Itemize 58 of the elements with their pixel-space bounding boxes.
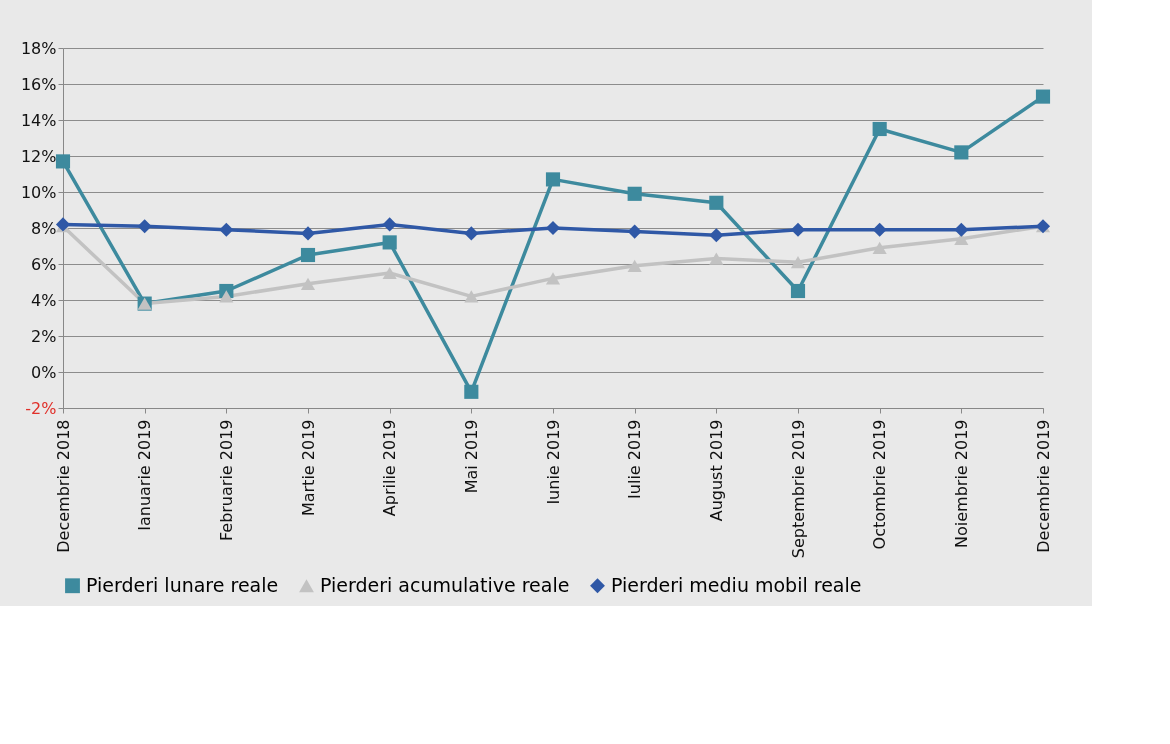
y-tick-label: 6%: [31, 254, 57, 274]
point: [545, 272, 561, 285]
point: [464, 226, 479, 241]
x-tick-label: Iulie 2019: [625, 419, 645, 499]
legend-label: Pierderi mediu mobil reale: [611, 573, 862, 596]
point: [300, 247, 316, 263]
point: [872, 121, 887, 137]
point: [300, 277, 316, 290]
point: [55, 154, 71, 169]
y-tick-label: 0%: [31, 362, 57, 382]
x-tick-label: Martie 2019: [298, 419, 318, 517]
point: [709, 228, 724, 243]
point: [464, 290, 479, 303]
x-tick-label: Ianuarie 2019: [135, 419, 155, 531]
legend-label: Pierderi acumulative reale: [320, 573, 570, 596]
x-tick-label: Februarie 2019: [216, 419, 236, 542]
point: [627, 224, 642, 239]
y-tick-label: 12%: [20, 146, 57, 166]
x-tick-label: Septembrie 2019: [788, 419, 808, 559]
y-tick-label: -2%: [25, 398, 57, 418]
point: [382, 235, 397, 250]
point: [300, 226, 316, 241]
x-tick-label: Octombrie 2019: [870, 419, 890, 550]
y-tick-label: 10%: [20, 182, 57, 202]
y-tick-label: 2%: [31, 326, 57, 346]
point: [464, 384, 479, 399]
y-tick-label: 14%: [20, 110, 57, 130]
y-tick-label: 8%: [31, 218, 57, 238]
point: [790, 256, 806, 269]
point: [545, 220, 561, 236]
point: [545, 172, 561, 187]
y-tick-label: 18%: [20, 38, 57, 58]
point: [872, 222, 887, 237]
point: [137, 219, 152, 234]
point: [382, 217, 397, 232]
legend-label: Pierderi lunare reale: [86, 573, 279, 596]
x-tick-label: Mai 2019: [461, 419, 481, 494]
point: [219, 290, 234, 303]
point: [1035, 89, 1051, 104]
x-tick-label: Decembrie 2018: [53, 419, 73, 553]
point: [872, 241, 887, 254]
x-tick-label: Aprilie 2019: [380, 419, 400, 517]
point: [790, 283, 806, 299]
y-tick-label: 16%: [20, 74, 57, 94]
point: [627, 186, 642, 201]
point: [382, 266, 397, 280]
x-tick-label: Decembrie 2019: [1033, 419, 1053, 553]
point: [790, 222, 806, 237]
point: [219, 222, 234, 237]
point: [709, 195, 724, 210]
x-tick-label: Iunie 2019: [543, 419, 563, 505]
x-tick-label: Noiembrie 2019: [951, 419, 971, 548]
point: [627, 259, 642, 272]
point: [954, 145, 969, 160]
point: [954, 222, 969, 237]
x-tick-label: August 2019: [706, 419, 726, 522]
y-tick-label: 4%: [31, 290, 57, 310]
point: [709, 252, 724, 265]
